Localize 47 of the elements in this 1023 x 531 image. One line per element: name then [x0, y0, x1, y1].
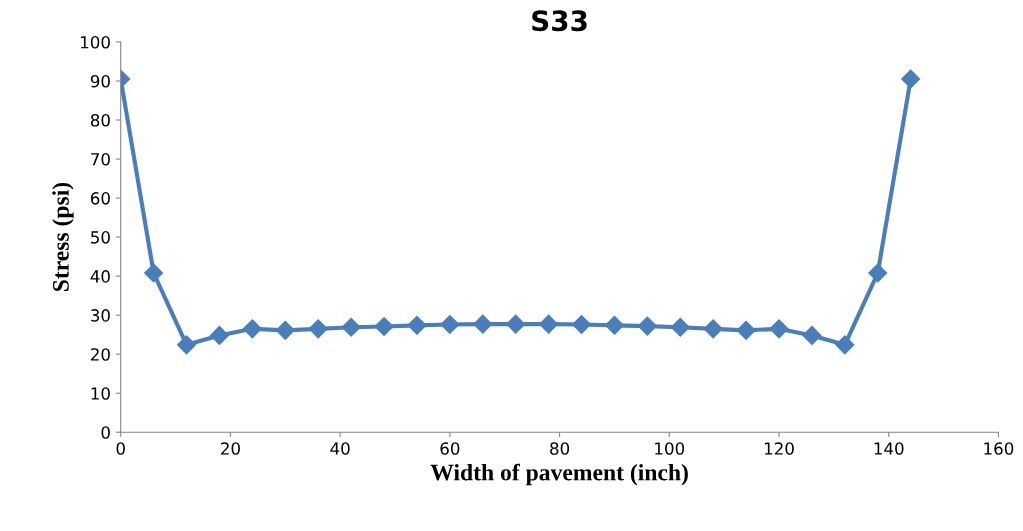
point: [539, 314, 559, 334]
y-tick-label: 70: [91, 153, 110, 166]
point: [242, 319, 262, 339]
point: [177, 335, 197, 355]
x-tick-label: 160: [984, 442, 1014, 455]
point: [473, 314, 493, 334]
point: [868, 263, 888, 283]
point: [275, 320, 295, 340]
point: [308, 319, 328, 339]
y-tick-label: 50: [91, 231, 110, 244]
point: [835, 335, 855, 355]
point: [670, 317, 690, 337]
point: [506, 314, 526, 334]
x-tick-label: 140: [874, 442, 904, 455]
y-axis-title: Stress (psi): [52, 182, 74, 292]
point: [802, 325, 822, 345]
point: [209, 325, 229, 345]
x-tick-label: 60: [440, 442, 460, 455]
y-tick-label: 80: [90, 113, 110, 127]
y-tick-label: 100: [81, 35, 110, 49]
point: [901, 69, 921, 89]
point: [144, 263, 164, 283]
point: [703, 319, 723, 339]
x-axis-title: Width of pavement (inch): [430, 463, 688, 486]
point: [440, 314, 460, 335]
point: [571, 314, 592, 335]
x-tick-label: 40: [330, 442, 350, 455]
y-tick-label: 30: [91, 309, 110, 322]
x-tick-label: 80: [550, 442, 570, 455]
chart-title: S33: [532, 10, 587, 32]
x-tick-label: 100: [655, 442, 685, 455]
y-tick-label: 20: [91, 348, 110, 361]
point: [736, 320, 756, 340]
point: [374, 316, 394, 337]
point: [769, 319, 789, 339]
point: [637, 316, 657, 336]
x-tick-label: 120: [764, 442, 794, 455]
y-tick-label: 90: [90, 74, 110, 88]
x-tick-label: 20: [221, 442, 240, 455]
y-tick-label: 0: [101, 426, 110, 439]
point: [341, 317, 361, 337]
point: [604, 315, 624, 335]
y-tick-label: 40: [90, 270, 110, 283]
y-tick-label: 60: [90, 192, 110, 205]
x-tick-label: 0: [116, 442, 125, 455]
point: [407, 315, 427, 335]
y-tick-label: 10: [91, 387, 110, 400]
